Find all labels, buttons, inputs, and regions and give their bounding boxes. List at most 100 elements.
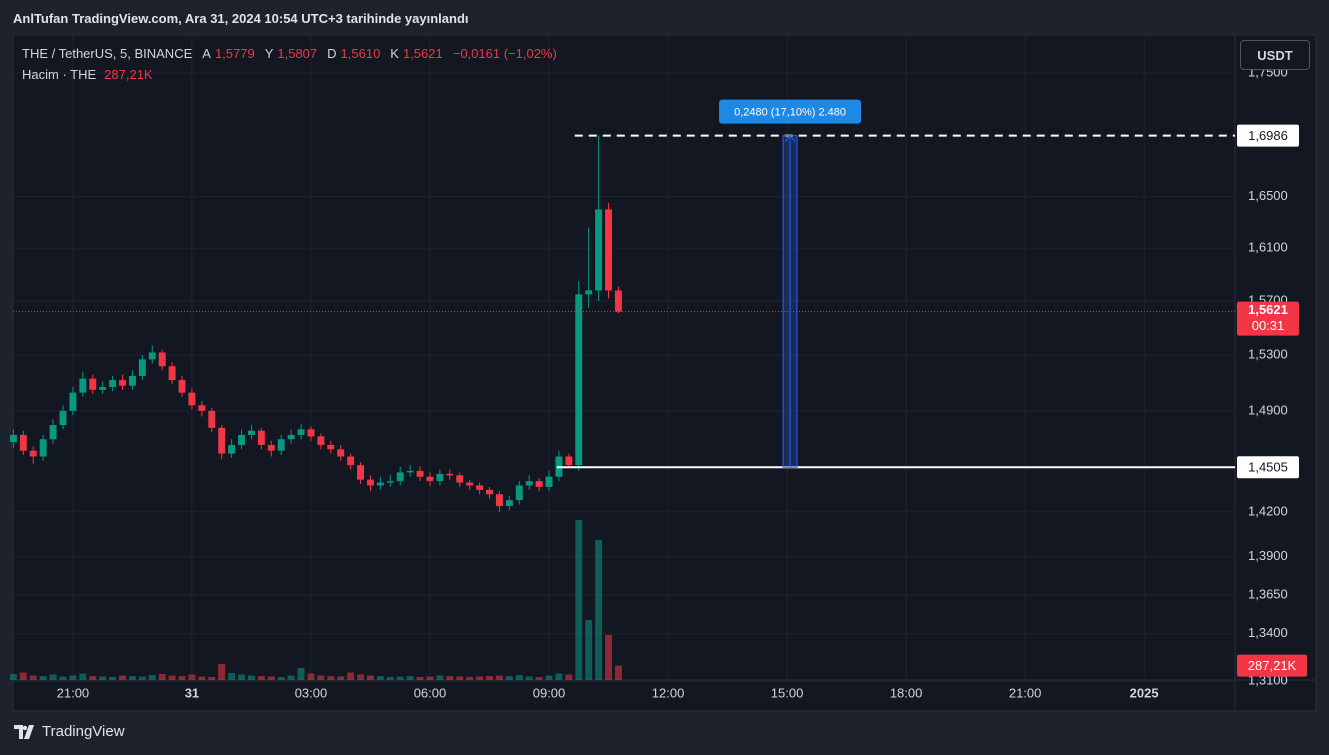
volume-bar <box>367 675 374 680</box>
volume-bar <box>49 674 57 680</box>
y-tick-label: 1,5300 <box>1248 347 1288 362</box>
candle-body <box>287 434 295 440</box>
ohlc-value: 1,5610 <box>340 46 381 61</box>
volume-label: Hacim · THE <box>22 67 97 82</box>
x-tick-label: 12:00 <box>652 685 685 700</box>
candle-body <box>466 482 474 486</box>
volume-bar <box>79 673 87 680</box>
candle-body <box>29 450 37 457</box>
volume-bar <box>29 675 37 680</box>
volume-bar <box>426 676 434 680</box>
volume-bar <box>416 677 424 680</box>
volume-bar <box>525 676 533 680</box>
volume-bar <box>555 673 563 680</box>
volume-bar <box>257 676 265 680</box>
volume-bar <box>535 677 543 680</box>
logo <box>14 724 34 739</box>
last-volume-box <box>1237 654 1307 677</box>
measure-label: 0,2480 (17,10%) 2.480 <box>734 107 846 119</box>
level-label: 1,6986 <box>1248 128 1288 143</box>
volume-bar <box>406 676 414 680</box>
volume-bar <box>287 675 295 680</box>
candle-body <box>595 209 603 291</box>
volume-bar <box>39 676 47 680</box>
candle-body <box>69 392 77 411</box>
volume-bar <box>267 676 275 680</box>
candle-body <box>575 294 583 466</box>
ohlc-label: D <box>327 46 337 61</box>
ohlc-value: 1,5807 <box>277 46 318 61</box>
candle-body <box>257 430 265 445</box>
x-tick-label: 03:00 <box>295 685 328 700</box>
x-tick-label: 21:00 <box>57 685 90 700</box>
y-tick-label: 1,3650 <box>1248 586 1288 601</box>
candle-body <box>386 481 394 483</box>
candle-body <box>585 290 593 295</box>
x-tick-label: 31 <box>185 685 199 700</box>
x-tick-label: 09:00 <box>533 685 566 700</box>
volume-bar <box>505 676 513 680</box>
candle-body <box>605 209 612 291</box>
y-tick-label: 1,3900 <box>1248 548 1288 563</box>
candle-body <box>238 434 246 445</box>
volume-bar <box>575 520 583 680</box>
publisher: AnlTufan TradingView.com, Ara 31, 2024 1… <box>13 11 469 26</box>
y-tick-label: 1,4200 <box>1248 503 1288 518</box>
candle-body <box>59 410 67 426</box>
volume-bar <box>19 672 27 680</box>
candle-body <box>476 485 484 490</box>
y-tick-label: 1,6500 <box>1248 188 1288 203</box>
volume-bar <box>168 675 176 680</box>
volume-bar <box>247 675 255 680</box>
ohlc-value: 1,5779 <box>214 46 255 61</box>
candle-body <box>99 387 107 390</box>
candle-body <box>208 410 216 428</box>
volume-bar <box>9 674 17 680</box>
volume-bar <box>277 677 285 680</box>
volume-bar <box>238 674 246 680</box>
volume-bar <box>446 676 454 680</box>
currency-button[interactable]: USDT <box>1240 40 1310 70</box>
countdown: 00:31 <box>1252 318 1285 333</box>
candle-body <box>148 352 156 360</box>
volume-bar <box>109 677 117 680</box>
volume-bar <box>228 673 236 680</box>
candle-body <box>89 378 97 390</box>
candle-body <box>446 473 454 476</box>
candle-body <box>396 472 404 482</box>
candle-body <box>565 456 573 466</box>
candle-body <box>525 481 533 486</box>
volume-bar <box>337 676 345 680</box>
candle-body <box>119 380 126 386</box>
volume-bar <box>376 676 384 680</box>
candle-body <box>277 439 285 451</box>
volume-bar <box>466 677 474 680</box>
volume-bar <box>565 674 573 680</box>
candle-body <box>317 436 325 445</box>
volume-bar <box>148 675 156 680</box>
volume-bar <box>158 674 166 680</box>
footer: TradingView <box>14 723 125 740</box>
chart-panel <box>12 34 1317 712</box>
volume-bar <box>327 676 335 680</box>
candle-body <box>406 470 414 473</box>
volume-bar <box>307 673 315 680</box>
candle-body <box>495 494 503 507</box>
volume-bar <box>545 675 553 680</box>
candle-body <box>367 479 374 486</box>
candle-body <box>9 434 17 443</box>
candle-body <box>614 290 622 312</box>
volume-bar <box>386 677 394 680</box>
volume-bar <box>595 540 603 680</box>
candle-body <box>19 434 27 451</box>
volume-bar <box>585 620 593 680</box>
candle-body <box>158 352 166 367</box>
last-price-box <box>1237 301 1299 336</box>
candle-body <box>198 405 206 411</box>
volume-bar <box>495 675 503 680</box>
candle-body <box>376 482 384 486</box>
volume-bar <box>456 676 464 680</box>
ohlc-label: Y <box>264 46 274 61</box>
